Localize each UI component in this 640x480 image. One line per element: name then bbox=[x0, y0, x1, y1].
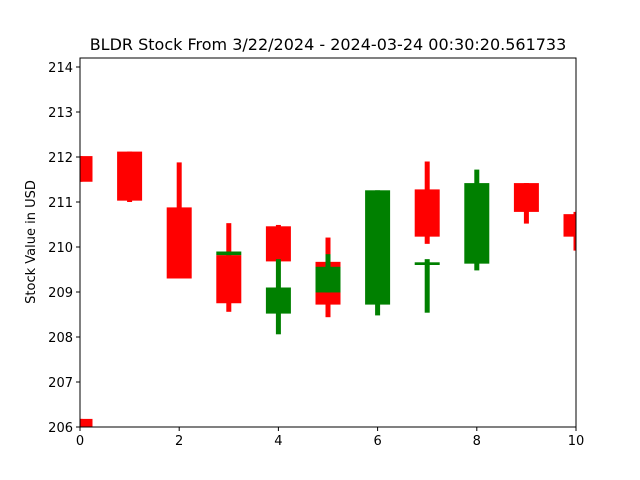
candle bbox=[315, 254, 341, 293]
y-axis: 206 207 208 209 210 211 212 213 214 bbox=[48, 61, 80, 436]
x-tick-label: 8 bbox=[473, 434, 481, 449]
candle bbox=[117, 151, 143, 202]
candle bbox=[464, 169, 490, 271]
candle-body bbox=[166, 207, 192, 279]
y-tick-label: 212 bbox=[48, 151, 73, 166]
y-tick-label: 210 bbox=[48, 241, 73, 256]
candle-body bbox=[414, 262, 440, 265]
candle-body bbox=[464, 183, 490, 264]
candle bbox=[216, 251, 242, 256]
candle bbox=[216, 223, 242, 312]
x-axis: 0 2 4 6 8 10 bbox=[76, 427, 584, 449]
y-axis-title: Stock Value in USD bbox=[24, 180, 39, 304]
x-tick-label: 4 bbox=[274, 434, 282, 449]
candle-wick bbox=[424, 259, 430, 313]
candle bbox=[166, 162, 192, 279]
candle-body bbox=[513, 183, 539, 212]
x-tick-label: 2 bbox=[175, 434, 183, 449]
candle bbox=[265, 224, 291, 262]
candle-body bbox=[216, 251, 242, 256]
y-tick-label: 209 bbox=[48, 286, 73, 301]
candle bbox=[365, 190, 391, 316]
plot-frame bbox=[79, 57, 577, 428]
y-tick-label: 211 bbox=[48, 196, 73, 211]
candle-body bbox=[315, 266, 341, 293]
candle bbox=[265, 259, 291, 335]
candle bbox=[563, 211, 576, 251]
candle-body bbox=[80, 156, 93, 182]
candle-body bbox=[80, 418, 93, 427]
candle-body bbox=[216, 255, 242, 304]
y-tick-label: 214 bbox=[48, 61, 73, 76]
candle bbox=[80, 156, 93, 182]
candle-body bbox=[265, 287, 291, 314]
candle-body bbox=[365, 190, 391, 305]
candle-body bbox=[265, 226, 291, 262]
x-tick-label: 10 bbox=[568, 434, 585, 449]
candle bbox=[414, 259, 440, 313]
candle bbox=[80, 418, 93, 427]
y-tick-label: 206 bbox=[48, 421, 73, 436]
candle-body bbox=[117, 151, 143, 201]
y-tick-label: 207 bbox=[48, 376, 73, 391]
x-tick-label: 0 bbox=[76, 434, 84, 449]
y-tick-label: 208 bbox=[48, 331, 73, 346]
candles-layer bbox=[80, 151, 576, 427]
candle-body bbox=[563, 214, 576, 237]
chart-title: BLDR Stock From 3/22/2024 - 2024-03-24 0… bbox=[90, 35, 567, 54]
candle bbox=[513, 183, 539, 224]
y-tick-label: 213 bbox=[48, 106, 73, 121]
candle bbox=[414, 161, 440, 244]
x-tick-label: 6 bbox=[373, 434, 381, 449]
candle-body bbox=[414, 189, 440, 237]
